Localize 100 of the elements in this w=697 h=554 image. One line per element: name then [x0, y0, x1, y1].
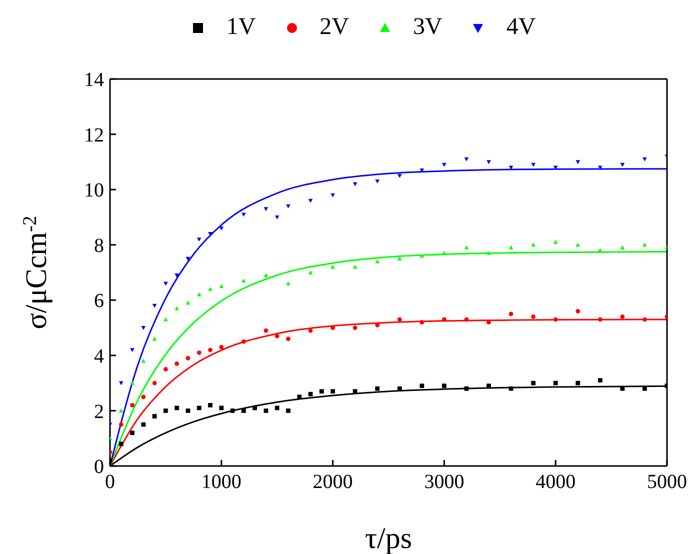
point [464, 317, 469, 322]
y-tick-label: 8 [94, 234, 104, 257]
point [642, 242, 647, 247]
point [208, 286, 212, 291]
y-tick-label: 6 [94, 290, 104, 312]
point [186, 256, 190, 261]
point [164, 367, 168, 372]
y-tick-label: 10 [84, 180, 104, 202]
point [274, 406, 280, 410]
point [118, 381, 124, 386]
legend-label: 4V [506, 14, 536, 41]
point [508, 386, 514, 391]
point [642, 317, 647, 322]
y-tick-label: 14 [84, 69, 104, 92]
point [297, 394, 302, 400]
point [420, 320, 424, 324]
point [397, 256, 402, 260]
point [286, 336, 290, 342]
y-tick-label: 2 [94, 400, 104, 423]
point [152, 304, 157, 308]
point [141, 422, 146, 427]
point [196, 292, 202, 296]
point [486, 250, 491, 255]
point [141, 394, 146, 400]
x-tick-label: 1000 [201, 471, 242, 494]
point [264, 273, 268, 278]
point [164, 408, 168, 413]
point [352, 326, 358, 330]
point [219, 344, 224, 350]
point [186, 300, 190, 305]
point [130, 348, 134, 352]
point [620, 162, 625, 167]
y-tick-label: 12 [84, 124, 104, 146]
point [219, 406, 224, 410]
point [486, 160, 491, 164]
point [286, 204, 290, 208]
point [642, 157, 647, 162]
y-tick-label: 4 [94, 346, 104, 368]
point [219, 284, 224, 288]
point [308, 270, 313, 274]
point [375, 180, 380, 184]
point [241, 408, 246, 413]
point [397, 317, 402, 322]
point [553, 240, 558, 244]
point [130, 402, 134, 408]
point [553, 380, 558, 386]
point [118, 408, 124, 412]
point [196, 406, 202, 410]
point [442, 317, 446, 322]
point [241, 278, 246, 283]
point [141, 326, 146, 330]
point [576, 242, 580, 247]
point [531, 314, 536, 319]
point [130, 430, 134, 436]
point [152, 414, 157, 418]
point [620, 314, 625, 319]
point [264, 328, 268, 333]
point [397, 174, 402, 178]
point [118, 422, 124, 427]
point [152, 336, 157, 341]
point [576, 380, 580, 386]
x-tick-label: 4000 [536, 471, 576, 494]
point [308, 392, 313, 396]
point [264, 408, 268, 413]
point [118, 442, 124, 446]
point [620, 245, 625, 250]
point [219, 226, 224, 230]
point [576, 160, 580, 164]
point [553, 317, 558, 322]
point [598, 378, 602, 383]
point [186, 408, 190, 413]
point [508, 312, 514, 316]
point [186, 356, 190, 360]
point [420, 384, 424, 388]
point [375, 386, 380, 391]
legend-label: 1V [226, 14, 256, 41]
point [442, 384, 446, 388]
legend-label: 2V [320, 14, 349, 41]
point [397, 386, 402, 391]
point [531, 380, 536, 386]
point [241, 212, 246, 217]
point [196, 238, 202, 242]
point [598, 317, 602, 322]
point [442, 250, 446, 255]
point [464, 157, 469, 162]
point [274, 215, 280, 220]
point [308, 198, 313, 203]
point [174, 274, 180, 278]
point [286, 281, 290, 286]
y-tick-label: 0 [94, 456, 104, 478]
x-tick-label: 3000 [424, 471, 464, 494]
point [274, 334, 280, 338]
point [531, 162, 536, 167]
point [464, 386, 469, 391]
point [208, 348, 212, 352]
point [308, 328, 313, 333]
point [286, 408, 290, 413]
point [420, 254, 424, 258]
x-tick-label: 2000 [312, 471, 353, 494]
point [319, 389, 324, 394]
